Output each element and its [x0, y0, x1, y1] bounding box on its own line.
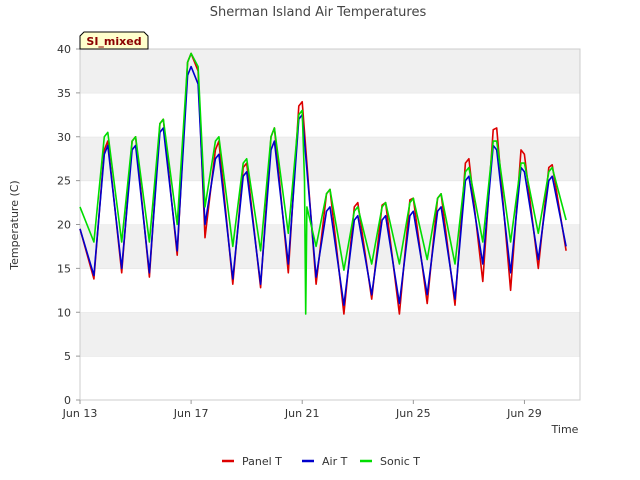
grid-band — [80, 224, 580, 269]
y-axis-title: Temperature (C) — [8, 180, 21, 270]
grid-bands — [80, 48, 580, 400]
y-tick-label: 40 — [57, 43, 71, 56]
grid-band — [80, 49, 580, 93]
site-badge-box — [79, 31, 149, 50]
grid-band — [80, 312, 580, 357]
series-line-air-t — [79, 65, 567, 306]
y-tick-label: 10 — [57, 306, 71, 319]
grid-band — [80, 92, 580, 137]
site-badge: SI_mixed — [79, 31, 149, 50]
grid-band — [80, 268, 580, 313]
legend-label-air-t: Air T — [322, 455, 348, 468]
x-tick-label: Jun 13 — [62, 407, 98, 420]
x-tick-label: Jun 29 — [506, 407, 542, 420]
x-axis-ticks: Jun 13 Jun 17 Jun 21 Jun 25 Jun 29 — [62, 400, 542, 420]
y-tick-label: 35 — [57, 87, 71, 100]
chart-title: Sherman Island Air Temperatures — [210, 5, 427, 20]
y-tick-label: 20 — [57, 219, 71, 232]
legend-label-panel-t: Panel T — [242, 455, 282, 468]
x-tick-label: Jun 25 — [395, 407, 431, 420]
y-axis-ticks: 0 5 10 15 20 25 30 35 40 — [57, 43, 80, 407]
y-tick-label: 25 — [57, 175, 71, 188]
grid-band — [80, 356, 580, 400]
site-badge-label: SI_mixed — [86, 35, 141, 48]
grid-band — [80, 180, 580, 225]
legend: Panel T Air T Sonic T — [222, 455, 420, 468]
y-tick-label: 15 — [57, 262, 71, 275]
y-tick-label: 30 — [57, 131, 71, 144]
legend-label-sonic-t: Sonic T — [380, 455, 420, 468]
y-tick-label: 5 — [64, 350, 71, 363]
x-axis-title: Time — [551, 423, 579, 436]
x-tick-label: Jun 21 — [284, 407, 320, 420]
y-tick-label: 0 — [64, 394, 71, 407]
series-line-sonic-t — [79, 52, 567, 315]
x-tick-label: Jun 17 — [173, 407, 209, 420]
series-lines — [79, 52, 567, 315]
